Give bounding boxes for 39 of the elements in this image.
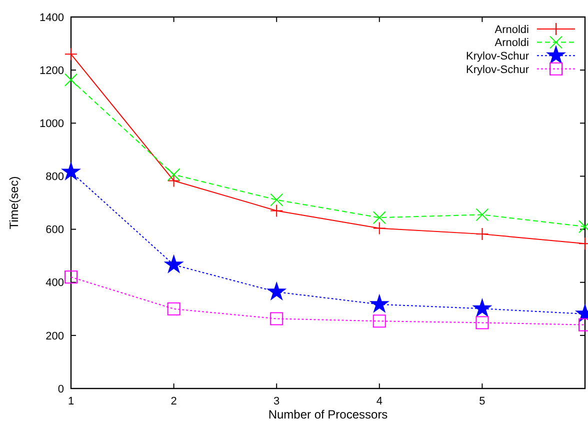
point [268,282,286,300]
y-axis-title: Time(sec) [7,176,21,230]
point [167,174,180,188]
y-tick-label: 400 [46,277,64,290]
legend-label: Arnoldi [494,24,529,36]
legend-label: Krylov-Schur [466,50,530,62]
point [64,48,78,61]
legend-label: Arnoldi [494,37,529,50]
y-tick-label: 1200 [40,64,64,77]
x-tick-label: 1 [68,396,74,408]
point [372,211,386,224]
x-tick-label: 5 [479,396,486,408]
x-tick-label: 4 [376,396,382,408]
point [476,208,489,222]
x-tick-label: 3 [274,396,280,408]
x-tick-label: 2 [170,396,177,408]
point [473,299,492,316]
point [164,255,183,273]
point [167,302,180,316]
point [270,193,284,206]
y-tick-label: 200 [46,330,64,342]
point [372,222,386,235]
y-tick-label: 600 [46,224,64,236]
y-tick-label: 800 [46,171,64,184]
point [270,312,284,326]
point [370,294,388,312]
point [476,316,489,330]
point [64,73,78,86]
y-tick-label: 1000 [40,118,64,130]
point [372,314,386,328]
x-axis-title: Number of Processors [268,408,388,422]
point [270,204,284,218]
point [476,228,489,241]
point [167,168,180,182]
point [64,270,78,284]
y-tick-label: 0 [58,383,64,396]
point [62,162,80,180]
y-tick-label: 1400 [40,12,64,24]
legend-label: Krylov-Schur [466,64,530,76]
